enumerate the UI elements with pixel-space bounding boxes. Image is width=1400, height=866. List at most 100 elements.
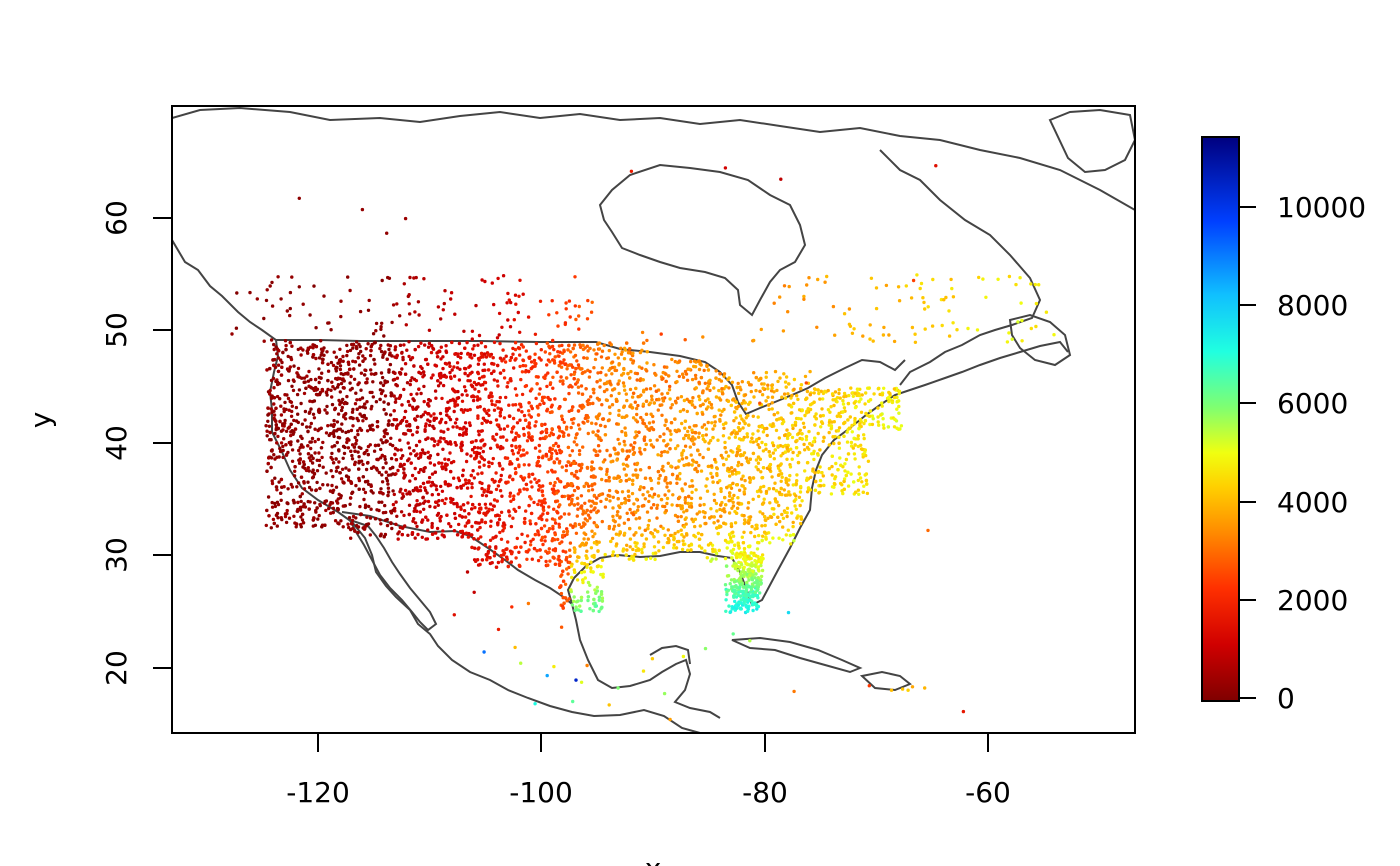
data-point	[805, 445, 810, 450]
data-point	[505, 555, 509, 559]
data-point	[785, 434, 790, 438]
data-point	[469, 454, 473, 458]
data-point	[865, 491, 870, 496]
data-point	[408, 403, 412, 407]
data-point	[516, 492, 520, 496]
data-point	[701, 412, 705, 416]
data-point	[624, 433, 628, 437]
data-point	[633, 441, 637, 445]
data-point	[352, 445, 357, 449]
data-point	[897, 411, 901, 415]
data-point	[862, 436, 866, 441]
data-point	[465, 408, 470, 412]
data-point	[787, 382, 791, 386]
data-point	[670, 403, 674, 407]
data-point	[573, 436, 578, 440]
data-point	[334, 355, 339, 359]
data-point	[555, 457, 559, 461]
data-point	[795, 473, 799, 477]
data-point	[589, 560, 593, 564]
data-point	[578, 468, 582, 473]
data-point	[795, 516, 799, 520]
data-point	[507, 403, 511, 407]
data-point	[716, 438, 720, 442]
data-point	[301, 460, 306, 464]
data-point	[321, 440, 325, 445]
data-point	[817, 391, 821, 396]
data-point	[737, 391, 741, 396]
data-point	[439, 429, 443, 433]
data-point	[565, 599, 569, 603]
data-point	[857, 472, 861, 476]
data-point	[870, 422, 875, 427]
data-point	[270, 481, 275, 486]
data-point	[408, 428, 413, 433]
data-point	[484, 355, 489, 359]
data-point	[588, 402, 592, 406]
data-point	[446, 484, 450, 488]
data-point	[832, 403, 836, 408]
data-point	[293, 465, 297, 469]
data-point	[818, 414, 823, 418]
data-point	[520, 370, 525, 374]
data-point	[631, 558, 636, 562]
data-point	[826, 388, 830, 393]
baja-california-outline	[348, 518, 438, 632]
data-point	[561, 595, 565, 600]
data-point	[728, 582, 732, 586]
data-point	[534, 396, 538, 401]
data-point	[379, 522, 383, 526]
data-point	[598, 449, 602, 453]
data-point	[820, 407, 824, 411]
data-point	[302, 376, 307, 380]
data-point	[482, 463, 486, 467]
data-point	[693, 437, 697, 441]
data-point	[811, 467, 815, 471]
data-point	[608, 411, 612, 416]
data-point	[301, 465, 305, 469]
data-point	[502, 376, 507, 380]
data-point	[392, 492, 396, 497]
data-point	[791, 483, 795, 487]
data-point	[684, 516, 688, 520]
data-point	[737, 471, 741, 475]
data-point	[466, 535, 471, 539]
data-point	[430, 525, 434, 530]
data-point	[784, 533, 788, 537]
data-point	[628, 545, 632, 549]
data-point	[400, 526, 405, 530]
data-point	[652, 401, 656, 405]
data-point	[310, 461, 315, 465]
data-point	[403, 372, 408, 376]
data-point	[423, 343, 427, 347]
data-point	[497, 517, 502, 522]
data-point	[596, 371, 600, 375]
data-point	[864, 453, 868, 458]
data-point	[476, 343, 480, 347]
data-point	[626, 371, 630, 376]
data-point	[502, 521, 506, 525]
data-point	[317, 380, 321, 385]
data-point	[691, 396, 695, 400]
data-point	[596, 444, 601, 448]
data-point	[557, 558, 561, 562]
data-point	[731, 530, 735, 534]
data-point	[326, 483, 330, 487]
data-point	[836, 429, 840, 433]
data-point	[500, 467, 505, 471]
data-point	[770, 401, 774, 405]
data-point	[523, 540, 527, 545]
data-point	[266, 413, 270, 417]
data-point	[396, 537, 400, 541]
data-point	[847, 426, 852, 430]
data-point	[368, 516, 373, 520]
data-point	[678, 471, 682, 476]
data-point	[525, 439, 530, 443]
data-point	[800, 437, 804, 441]
data-point	[382, 407, 386, 412]
data-point	[403, 524, 407, 528]
data-point	[356, 525, 361, 529]
data-point	[750, 524, 754, 529]
data-point	[385, 432, 389, 436]
